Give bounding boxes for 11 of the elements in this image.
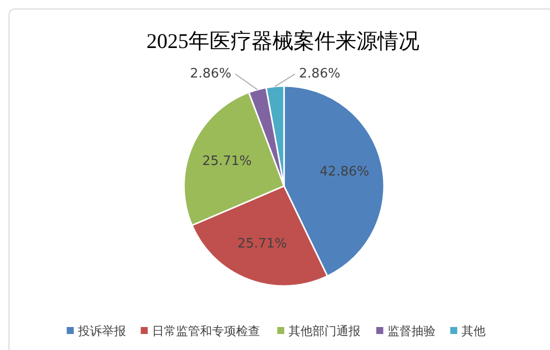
data-label: 2.86%: [299, 66, 340, 82]
chart-title: 2025年医疗器械案件来源情况: [146, 29, 420, 53]
data-label: 42.86%: [320, 164, 370, 180]
data-label: 2.86%: [190, 66, 232, 82]
legend-label: 其他: [461, 324, 486, 338]
legend-label: 监督抽验: [387, 324, 436, 338]
data-label: 25.71%: [237, 236, 287, 252]
legend-label: 日常监管和专项检查: [152, 324, 260, 338]
legend-label: 投诉举报: [76, 324, 126, 338]
data-label: 25.71%: [202, 154, 252, 170]
legend-label: 其他部门通报: [288, 324, 360, 338]
